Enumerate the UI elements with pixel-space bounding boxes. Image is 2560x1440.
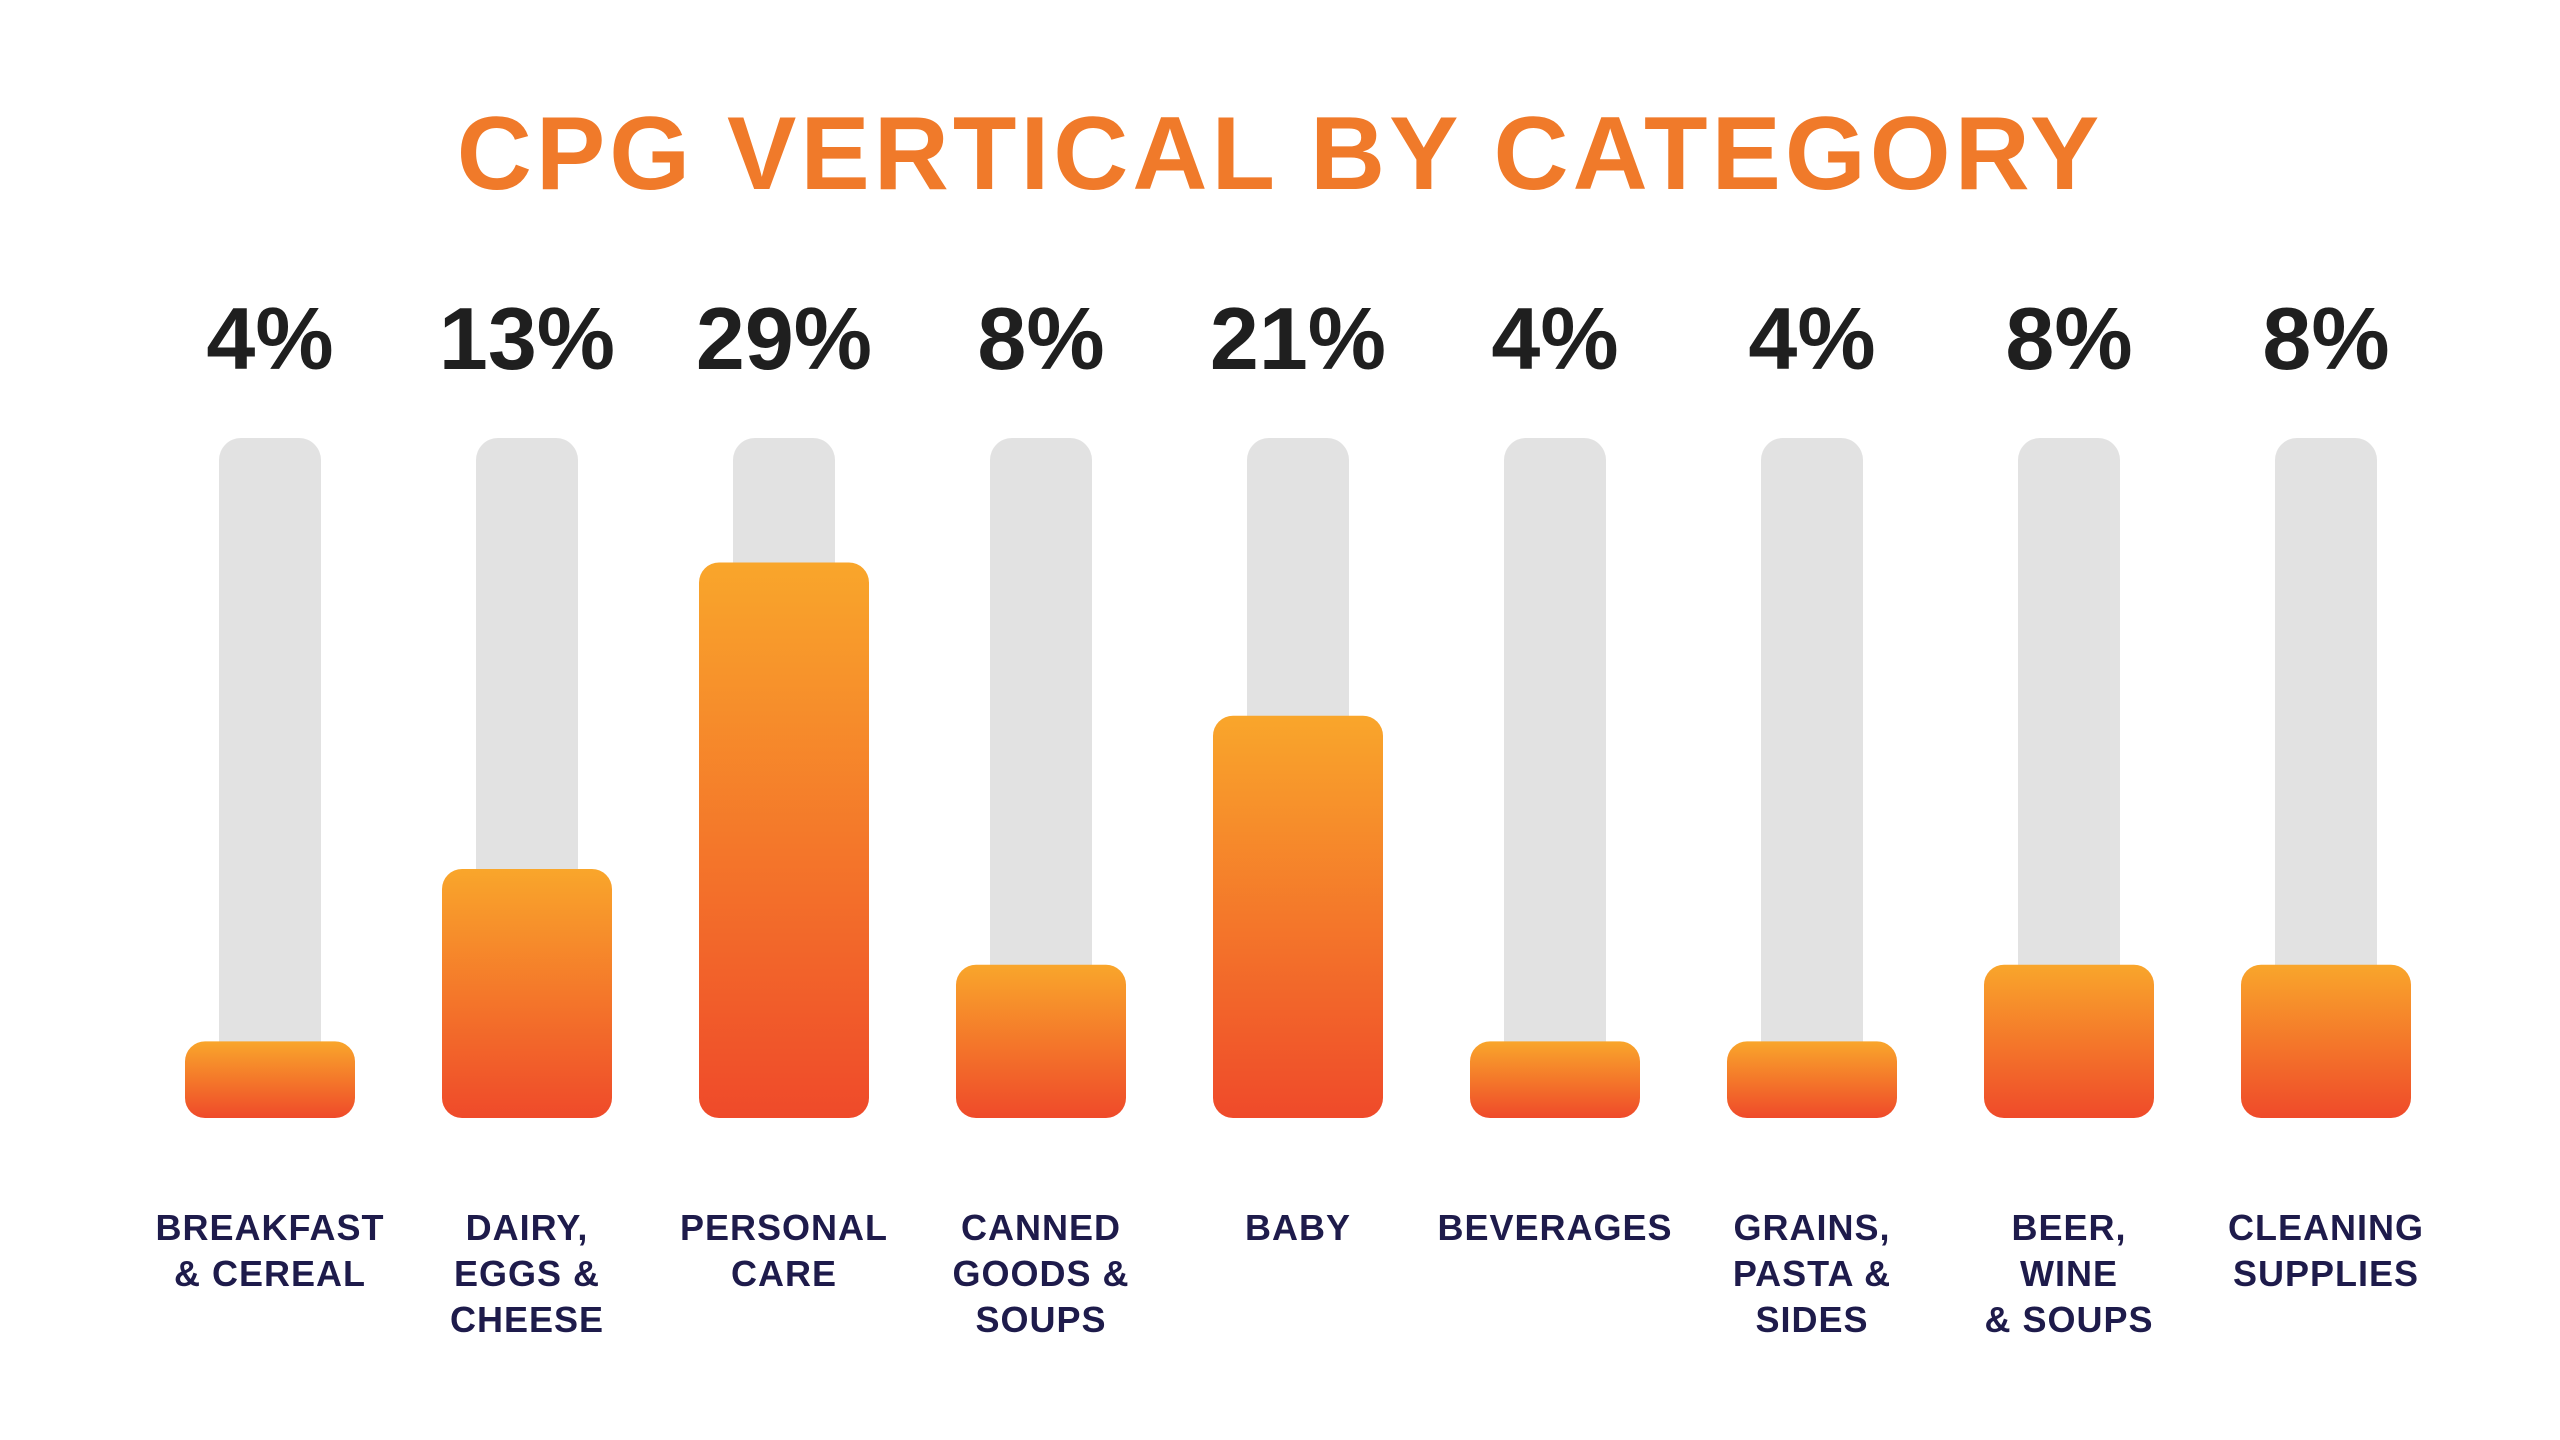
bar	[699, 562, 869, 1118]
category-label: BABY	[1244, 1207, 1351, 1248]
category-label: GRAINS, PASTA & SIDES	[1732, 1207, 1892, 1340]
value-label: 4%	[1491, 289, 1619, 388]
value-label: 13%	[438, 289, 616, 388]
bar	[185, 1041, 355, 1118]
bar	[1727, 1041, 1897, 1118]
bar	[1213, 715, 1383, 1118]
bar-track	[990, 438, 1092, 1118]
bar-track	[2018, 438, 2120, 1118]
bar	[956, 964, 1126, 1118]
category-label: CANNED GOODS & SOUPS	[952, 1207, 1130, 1340]
bar	[1984, 964, 2154, 1118]
value-label: 29%	[695, 289, 873, 388]
bar-track	[1504, 438, 1606, 1118]
category-label: DAIRY, EGGS & CHEESE	[449, 1207, 605, 1340]
category-label: BEER, WINE & SOUPS	[1984, 1207, 2154, 1340]
category-label: BEVERAGES	[1437, 1207, 1673, 1248]
value-label: 4%	[1748, 289, 1876, 388]
value-label: 8%	[977, 289, 1105, 388]
value-label: 4%	[206, 289, 334, 388]
bar	[442, 868, 612, 1118]
category-label: BREAKFAST & CEREAL	[155, 1207, 385, 1294]
bar	[1470, 1041, 1640, 1118]
value-label: 21%	[1209, 289, 1387, 388]
chart-title: CPG VERTICAL BY CATEGORY	[456, 96, 2104, 212]
bar	[2241, 964, 2411, 1118]
bar-track	[1761, 438, 1863, 1118]
bar-track	[219, 438, 321, 1118]
category-label: PERSONAL CARE	[679, 1207, 889, 1294]
category-label: CLEANING SUPPLIES	[2228, 1207, 2424, 1294]
bar-track	[2275, 438, 2377, 1118]
value-label: 8%	[2005, 289, 2133, 388]
value-label: 8%	[2262, 289, 2390, 388]
